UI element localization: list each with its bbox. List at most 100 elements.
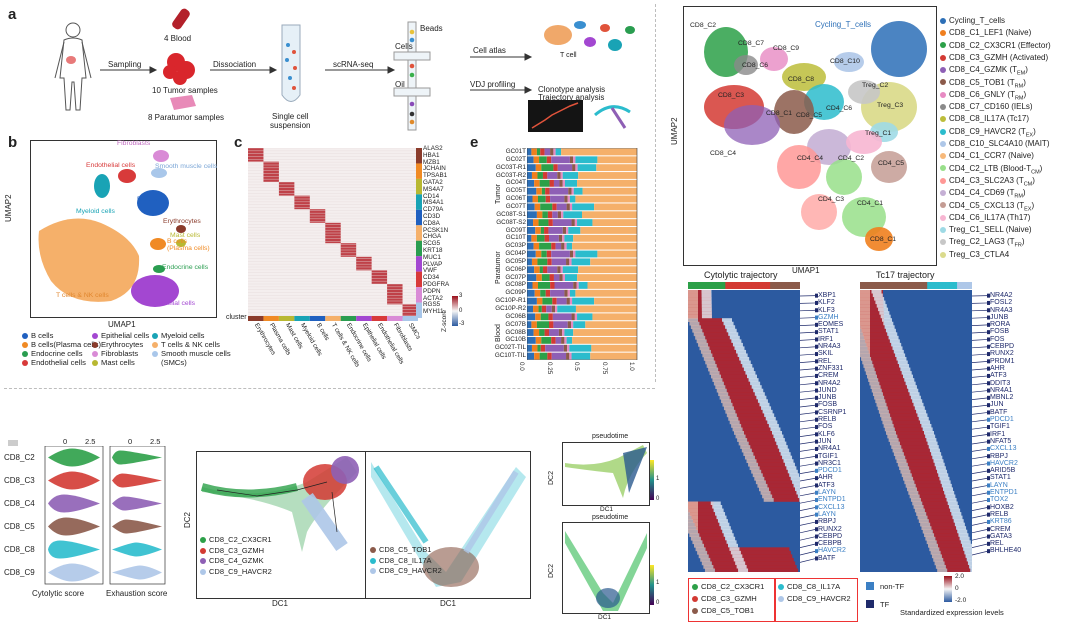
heatmap-gene-label: TPSAB1 bbox=[423, 172, 448, 180]
stacked-bar-segment bbox=[567, 195, 570, 203]
umap-cluster-label: CD8_C5 bbox=[796, 112, 823, 119]
trajectory-gene-label: KLF6 bbox=[818, 430, 835, 438]
trajectory-gene-label: NFAT5 bbox=[990, 437, 1012, 445]
stacked-bar-segment bbox=[574, 219, 578, 227]
stacked-bar-segment bbox=[564, 289, 568, 297]
stacked-tick: 0.75 bbox=[600, 362, 608, 375]
trajectory-gene-label: SKIL bbox=[818, 350, 834, 358]
clonotype-label: Clonotype analysis Trajectory analysis bbox=[538, 85, 606, 102]
stacked-bar-segment bbox=[534, 289, 541, 297]
violin-plots bbox=[44, 446, 166, 585]
umap-legend-item: CD4_C2_LTB (Blood-TCM) bbox=[940, 164, 1042, 175]
stacked-bar-segment bbox=[535, 164, 542, 172]
violin-shape bbox=[48, 540, 100, 559]
stacked-bar-segment bbox=[544, 227, 549, 234]
stacked-bar-segment bbox=[534, 266, 540, 274]
trajectory-gene-label: IRF1 bbox=[990, 430, 1006, 438]
trajectory-gene-label: TGIF1 bbox=[990, 423, 1010, 431]
trajectory-gene-label: TOX2 bbox=[990, 496, 1009, 504]
pseudotime-title-1: pseudotime bbox=[592, 433, 629, 440]
stacked-bar-segment bbox=[592, 219, 637, 227]
stacked-bar-segment bbox=[537, 258, 548, 266]
umap-cluster-label: CD4_C3 bbox=[818, 196, 845, 203]
label-endocrine: Endocrine cells bbox=[162, 264, 209, 271]
group-paratumor: Paratumor bbox=[495, 251, 502, 284]
umap-cluster-label: CD8_C8 bbox=[788, 76, 815, 83]
stacked-bar-e bbox=[527, 148, 638, 360]
stacked-bar-segment bbox=[552, 203, 557, 211]
tcell-umap-plot bbox=[704, 21, 927, 251]
trajectory-gene-label: PDCD1 bbox=[990, 416, 1014, 424]
stacked-row-label: GC08T-S1 bbox=[496, 210, 526, 218]
stacked-bar-segment bbox=[582, 211, 637, 219]
stacked-e-ticks: 0.0 0.25 0.5 0.75 1.0 bbox=[518, 362, 642, 382]
legend-item: Smooth muscle cells bbox=[152, 349, 231, 358]
separator-horizontal bbox=[4, 388, 655, 389]
legend-item: Myeloid cells bbox=[152, 331, 204, 340]
label-bcells: B cells bbox=[137, 196, 158, 203]
heatmap-gene-label: PLVAP bbox=[423, 260, 443, 268]
umap-legend-item: CD4_C4_CD69 (TRM) bbox=[940, 188, 1026, 200]
stacked-bar-segment bbox=[572, 164, 576, 172]
stacked-bar-segment bbox=[548, 313, 553, 321]
trajectory-gene-label: NR3C1 bbox=[818, 459, 841, 467]
stacked-bar-segment bbox=[542, 297, 553, 305]
heatmap-gene-label: GATA2 bbox=[423, 178, 443, 186]
pt-tick: 0 bbox=[656, 496, 660, 502]
umap-cluster-label: CD8_C6 bbox=[742, 62, 769, 69]
stacked-bar-segment bbox=[544, 234, 549, 242]
stacked-bar-segment bbox=[541, 274, 550, 281]
stacked-bar-segment bbox=[527, 219, 534, 227]
trajectory-gene-label: CXCL13 bbox=[818, 503, 845, 511]
stacked-bar-segment bbox=[566, 352, 570, 360]
trajectory-gene-label: NR4A2 bbox=[818, 379, 841, 387]
tc17-genes: NR4A2 FOSL2 NR4A3 JUNB RORA FOSB FOS CEBPD RUNX2… bbox=[990, 292, 1021, 555]
stacked-row-label: GC03P bbox=[505, 242, 526, 250]
heatmap-gene-label: ACTA2 bbox=[423, 294, 443, 302]
stacked-bar-segment bbox=[585, 321, 637, 329]
stacked-bar-segment bbox=[566, 336, 573, 344]
violin-shape bbox=[112, 496, 162, 511]
stacked-bar-segment bbox=[527, 313, 536, 321]
stacked-bar-segment bbox=[564, 234, 574, 242]
heatmap-celltype-label: B cells bbox=[314, 322, 330, 342]
stacked-bar-segment bbox=[534, 203, 541, 211]
stacked-bar-segment bbox=[531, 148, 537, 156]
pseudotime-plot-2-svg bbox=[565, 531, 647, 611]
violin-row-label: CD8_C4 bbox=[4, 498, 35, 508]
heatmap-gene-label: CD3D bbox=[423, 212, 441, 220]
stacked-bar-segment bbox=[569, 289, 576, 297]
stacked-bar-segment bbox=[573, 156, 576, 164]
label-fibroblasts: Fibroblasts bbox=[117, 140, 151, 147]
stacked-bar-segment bbox=[569, 203, 573, 211]
stacked-row-label: GC08P bbox=[505, 281, 526, 289]
stacked-bar-segment bbox=[539, 352, 548, 360]
stacked-bar-segment bbox=[590, 352, 637, 360]
stacked-bar-segment bbox=[532, 281, 538, 289]
trajectory-gene-label: CSRNP1 bbox=[818, 408, 847, 416]
umap-b-ylabel: UMAP2 bbox=[4, 194, 13, 222]
umap-legend-item: CD8_C9_HAVCR2 (TEX) bbox=[940, 127, 1036, 138]
stacked-bar-segment bbox=[568, 187, 572, 195]
trajectory-gene-label: FOSL2 bbox=[990, 299, 1013, 307]
violin-row-label: CD8_C5 bbox=[4, 521, 35, 531]
panel-label-e: e bbox=[470, 134, 479, 151]
group-tumor: Tumor bbox=[495, 184, 502, 204]
trajectory-gene-label: CEBPB bbox=[818, 540, 842, 548]
trajectory-gene-label: FOS bbox=[990, 335, 1005, 343]
trajectory-gene-label: EOMES bbox=[818, 321, 844, 329]
dc-legend-item: CD8_C8_IL17A bbox=[370, 556, 432, 565]
trajectory-gene-label: RBPJ bbox=[990, 452, 1008, 460]
umap-legend-item: CD8_C4_GZMK (TEM) bbox=[940, 65, 1028, 77]
stacked-bar-segment bbox=[573, 234, 637, 242]
trajectory-gene-label: CXCL13 bbox=[990, 445, 1017, 453]
trajectory-gene-label: LAYN bbox=[990, 481, 1008, 489]
expr-colorbar bbox=[944, 576, 952, 602]
stacked-bar-segment bbox=[551, 242, 556, 250]
heatmap-c-rowbar bbox=[416, 148, 422, 318]
stacked-bar-segment bbox=[578, 172, 637, 179]
stacked-bar-segment bbox=[597, 156, 637, 164]
umap-legend-item: CD8_C6_GNLY (TRM) bbox=[940, 90, 1026, 101]
trajectory-gene-label: RUNX2 bbox=[990, 350, 1014, 358]
dc-legend-item: CD8_C9_HAVCR2 bbox=[370, 566, 442, 575]
